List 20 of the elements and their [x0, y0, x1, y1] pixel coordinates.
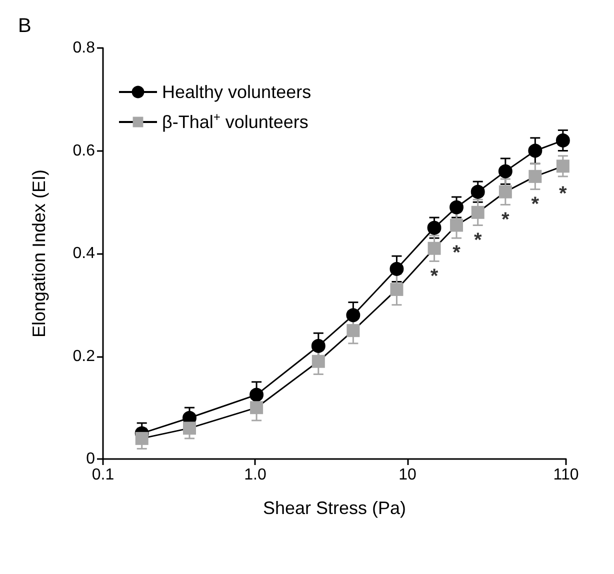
- annotation: *: [430, 265, 438, 288]
- x-tick-label: 1.0: [244, 466, 266, 484]
- annotation: *: [531, 193, 540, 216]
- x-axis-title: Shear Stress (Pa): [262, 498, 406, 518]
- annotation: *: [559, 183, 568, 206]
- y-tick-label: 0.8: [72, 40, 96, 56]
- y-tick-label: 0.6: [72, 142, 96, 160]
- y-tick-label: 0.2: [72, 348, 96, 365]
- legend-label: β-Thal+ volunteers: [162, 110, 308, 132]
- y-axis-title: Elongation Index (EI): [29, 169, 49, 338]
- legend-label: Healthy volunteers: [162, 82, 312, 102]
- text: B: [18, 15, 32, 37]
- x-tick-label: 0.1: [92, 466, 114, 484]
- x-tick-label: 110: [553, 466, 579, 484]
- annotation: *: [452, 242, 461, 264]
- annotation: *: [474, 229, 482, 252]
- x-tick-label: 10: [398, 466, 416, 484]
- y-tick-label: 0: [86, 450, 96, 468]
- annotation: *: [502, 208, 510, 231]
- y-tick-label: 0.4: [72, 245, 96, 262]
